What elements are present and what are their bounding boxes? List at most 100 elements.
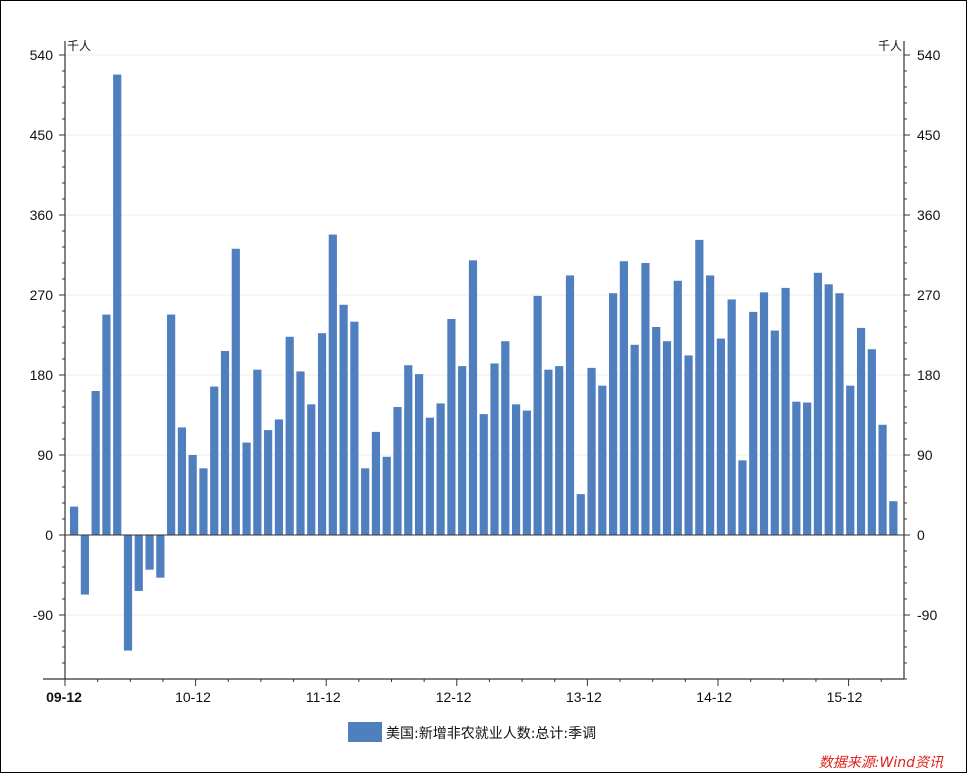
bar <box>501 341 510 535</box>
bar <box>544 369 553 535</box>
bar <box>231 248 240 535</box>
bar <box>609 293 618 535</box>
bar <box>781 287 790 535</box>
bar <box>727 299 736 535</box>
bar <box>296 371 305 535</box>
bar <box>856 327 866 535</box>
bar <box>813 272 823 535</box>
bar <box>113 74 122 535</box>
bar <box>199 468 208 535</box>
bar <box>404 365 413 535</box>
bar <box>565 275 575 535</box>
bar <box>479 414 488 535</box>
bar <box>91 391 100 535</box>
x-tick-label: 11-12 <box>306 689 341 705</box>
bar <box>641 263 650 535</box>
bar <box>878 424 887 535</box>
bar <box>134 535 143 591</box>
bar <box>576 494 585 535</box>
bar <box>522 410 531 535</box>
y-unit-left: 千人 <box>67 39 91 53</box>
bar <box>414 374 424 535</box>
legend-label: 美国:新增非农就业人数:总计:季调 <box>386 726 596 742</box>
bar <box>156 535 165 578</box>
bar <box>587 367 596 535</box>
bar <box>188 455 197 535</box>
bar <box>382 456 391 535</box>
gridlines <box>65 54 904 616</box>
bar <box>533 295 542 535</box>
x-tick-label: 09-12 <box>46 689 82 705</box>
x-tick-label: 14-12 <box>696 689 732 705</box>
legend: 美国:新增非农就业人数:总计:季调 <box>348 722 596 742</box>
bar <box>253 369 262 535</box>
bar <box>468 260 478 535</box>
bar-series <box>70 74 898 651</box>
bar <box>447 319 456 535</box>
bar <box>371 431 381 535</box>
bar <box>835 293 844 535</box>
bar <box>738 460 747 535</box>
bar <box>393 407 402 535</box>
bar <box>846 385 855 535</box>
bar <box>425 417 434 535</box>
y-tick-label-left: 360 <box>30 207 54 223</box>
bar <box>317 333 327 535</box>
bar <box>264 430 273 535</box>
bar <box>749 311 758 535</box>
bar <box>220 351 230 535</box>
x-tick-label: 12-12 <box>436 689 472 705</box>
bar <box>867 349 876 535</box>
bar <box>630 344 639 535</box>
bar <box>490 363 499 535</box>
x-tick-label: 13-12 <box>566 689 602 705</box>
source-watermark: 数据来源:Wind资讯 <box>819 755 944 771</box>
y-unit-right: 千人 <box>878 39 902 53</box>
bar <box>759 292 769 535</box>
bar <box>684 355 693 535</box>
y-axis-left-ticks: -90 0 90 180 270 360 450 540 <box>30 47 65 680</box>
bar <box>619 261 628 535</box>
y-tick-label-left: 180 <box>30 367 54 383</box>
bar <box>307 404 316 535</box>
y-tick-label-right: 450 <box>917 127 941 143</box>
bar <box>80 535 89 595</box>
bar <box>70 506 79 535</box>
bar <box>145 535 154 570</box>
y-tick-label-right: 540 <box>917 47 941 63</box>
bar <box>673 280 682 535</box>
y-tick-label-right: 270 <box>917 287 941 303</box>
bar <box>458 366 467 535</box>
y-tick-label-right: 90 <box>917 447 933 463</box>
y-tick-label-left: 270 <box>30 287 54 303</box>
x-tick-label: 10-12 <box>175 689 211 705</box>
bar <box>285 336 294 535</box>
bar <box>555 366 564 535</box>
y-tick-label-left: 0 <box>45 527 53 543</box>
x-axis-ticks: 09-12 10-12 11-12 12-12 13-12 14-12 15-12 <box>46 679 882 705</box>
axes <box>43 41 905 680</box>
bar <box>436 403 445 535</box>
y-tick-label-right: 360 <box>917 207 941 223</box>
y-axis-right-ticks: -90 0 90 180 270 360 450 540 <box>904 47 941 680</box>
y-tick-label-right: 0 <box>917 527 925 543</box>
bar <box>177 427 186 535</box>
bar <box>242 442 251 535</box>
bar <box>350 321 359 535</box>
y-tick-label-left: -90 <box>33 607 53 623</box>
y-tick-label-left: 90 <box>37 447 53 463</box>
bar <box>361 468 370 535</box>
y-tick-label-left: 540 <box>30 47 54 63</box>
bar <box>662 341 672 535</box>
bar <box>210 386 219 535</box>
bar <box>706 275 715 535</box>
bar <box>695 239 704 535</box>
bar <box>803 402 812 535</box>
y-tick-label-right: -90 <box>917 607 937 623</box>
x-tick-label: 15-12 <box>827 689 863 705</box>
bar <box>652 327 661 535</box>
bar <box>792 401 801 535</box>
bar <box>102 314 111 535</box>
